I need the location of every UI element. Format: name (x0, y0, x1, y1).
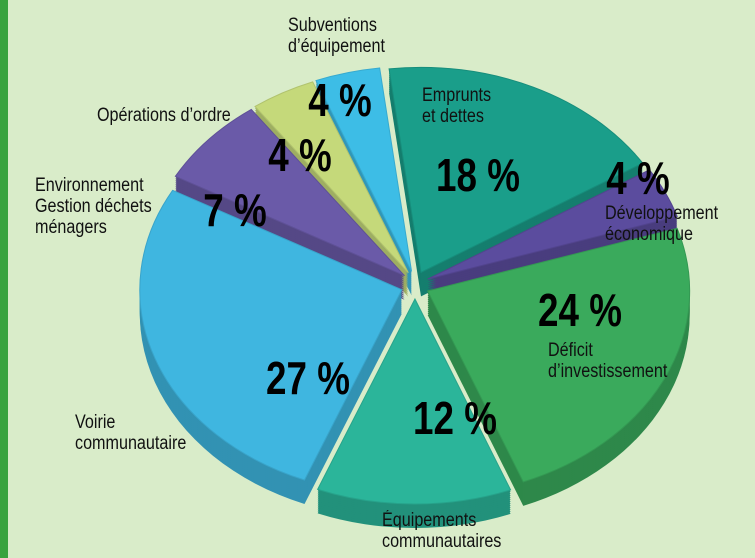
value-label: 4 % (606, 152, 670, 204)
slice (139, 189, 403, 481)
value-label: 4 % (308, 74, 372, 126)
slice-label: Emprunts et dettes (422, 85, 492, 127)
value-label: 27 % (266, 352, 350, 404)
slice-label: Équipements communautaires (382, 510, 502, 552)
slice (427, 169, 678, 280)
slice (174, 108, 405, 277)
slice-label: Opérations d’ordre (97, 105, 231, 126)
slice (254, 81, 409, 274)
slice-label: Développement économique (605, 203, 719, 245)
slice-label: Subventions d’équipement (288, 15, 385, 57)
slice (388, 66, 644, 274)
value-label: 24 % (538, 284, 622, 336)
value-label: 7 % (203, 184, 267, 236)
slice-label: Déficit d’investissement (548, 340, 668, 382)
value-label: 12 % (413, 392, 497, 444)
slice-label: Environnement Gestion déchets ménagers (35, 175, 152, 238)
slice-label: Voirie communautaire (75, 412, 187, 454)
slice (315, 67, 413, 272)
slice (316, 297, 512, 505)
value-label: 18 % (436, 149, 520, 201)
slice (426, 227, 691, 483)
value-label: 4 % (268, 129, 332, 181)
